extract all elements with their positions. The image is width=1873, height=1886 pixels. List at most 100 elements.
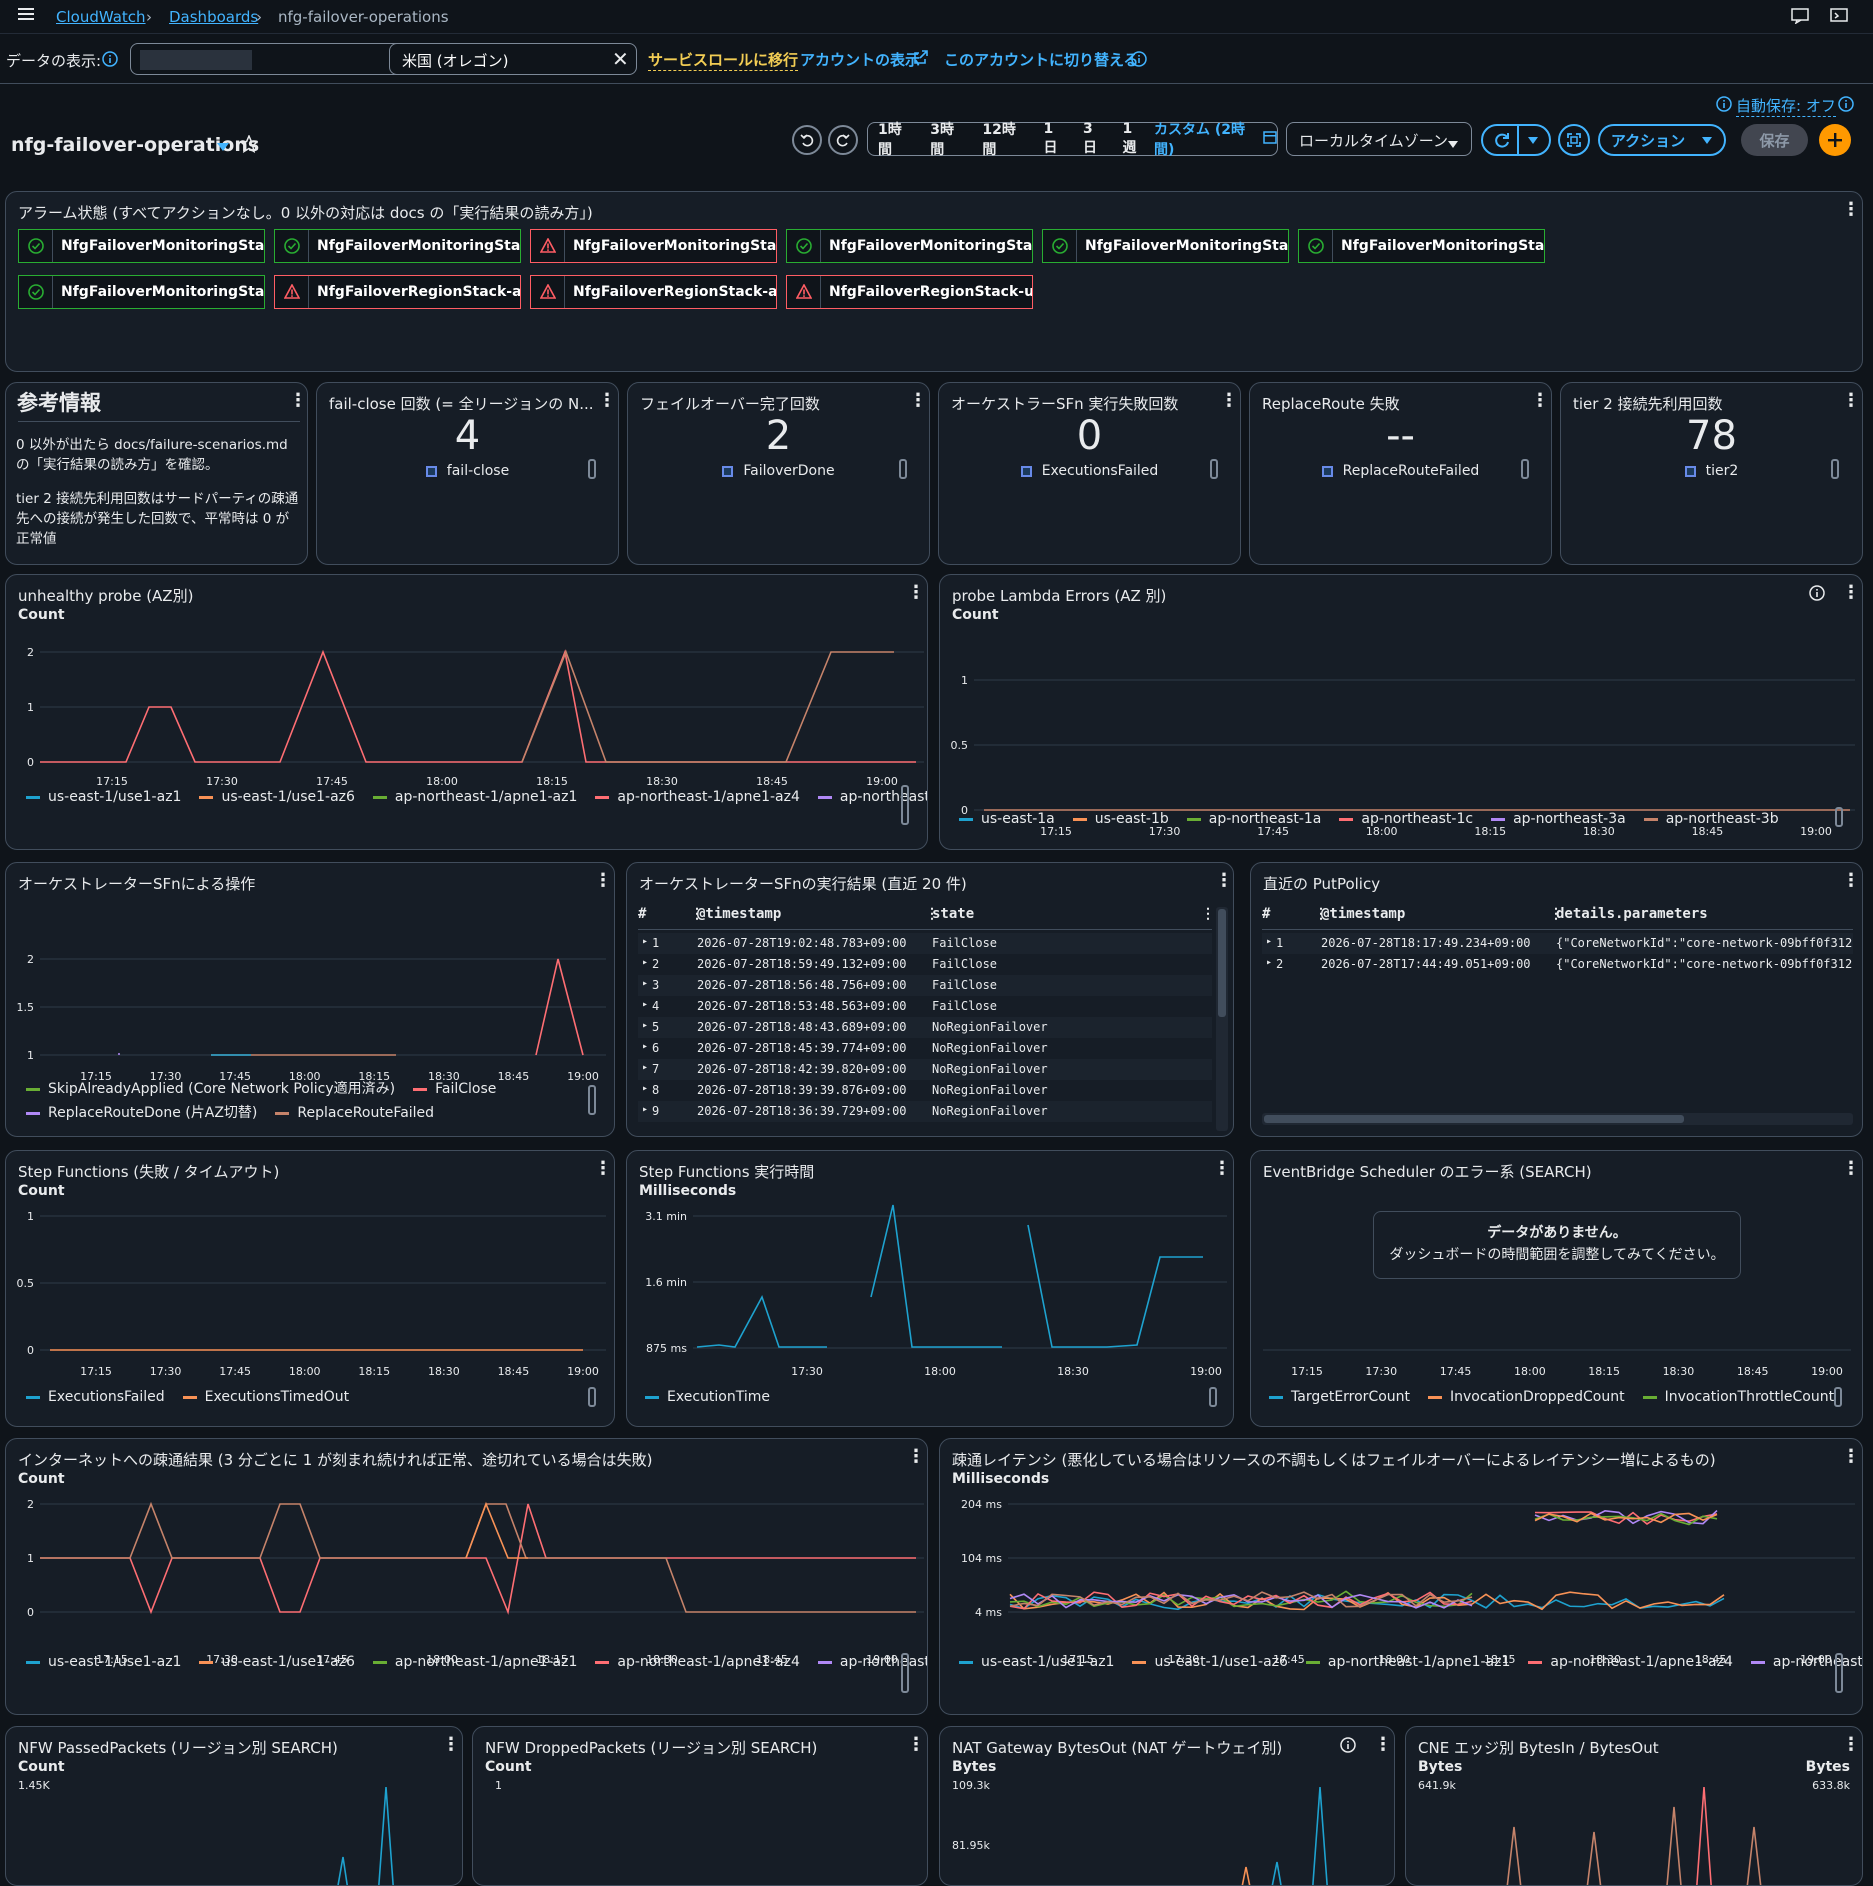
legend-item[interactable]: ReplaceRouteFailed xyxy=(1250,463,1551,479)
table-row[interactable]: ▸ 1 2026-07-28T18:17:49.234+09:00 {"CoreNet… xyxy=(1262,933,1853,954)
time-range-3h[interactable]: 3時間 xyxy=(930,122,954,158)
table-row[interactable]: ▸ 1 2026-07-28T19:02:48.783+09:00 FailClose xyxy=(638,933,1212,954)
legend-item[interactable]: FailClose xyxy=(413,1077,496,1101)
legend-item[interactable]: ap-northeast-3a xyxy=(1491,807,1626,831)
close-icon[interactable]: ✕ xyxy=(612,47,629,71)
scroll-handle[interactable] xyxy=(1835,1653,1843,1693)
vertical-scrollbar[interactable] xyxy=(1216,907,1228,1131)
console-icon[interactable] xyxy=(1830,8,1848,28)
legend-item[interactable]: ap-northeast-1/apne1-az1 xyxy=(372,1650,577,1674)
legend-item[interactable]: InvocationThrottleCount xyxy=(1642,1385,1834,1409)
expand-icon[interactable]: ▸ xyxy=(1266,936,1273,947)
more-options-icon[interactable]: ⋮ xyxy=(594,1158,612,1179)
alarm-item[interactable]: NfgFailoverRegionStack-us-east-1-H... xyxy=(786,275,1033,309)
legend-item[interactable]: ExecutionsFailed xyxy=(939,463,1240,479)
table-header-timestamp[interactable]: @timestamp xyxy=(1321,906,1406,922)
alarm-item[interactable]: NfgFailoverMonitoringStack-Confirm... xyxy=(18,229,265,263)
info-icon[interactable] xyxy=(1131,51,1147,71)
scroll-handle[interactable] xyxy=(1834,1387,1842,1407)
legend-item[interactable]: ap-northeast-3/apne3-az1 xyxy=(1750,1650,1862,1674)
alarm-item[interactable]: NfgFailoverMonitoringStack-Executio... xyxy=(274,229,521,263)
alarm-item[interactable]: NfgFailoverRegionStack-ap-northeas... xyxy=(530,275,777,309)
table-header-params[interactable]: details.parameters xyxy=(1556,906,1708,922)
breadcrumb-cloudwatch[interactable]: CloudWatch xyxy=(56,8,146,26)
more-options-icon[interactable]: ⋮ xyxy=(442,1734,460,1755)
legend-item[interactable]: ap-northeast-3/apne3-az1 xyxy=(817,785,927,809)
calendar-icon[interactable] xyxy=(1263,130,1277,148)
legend-item[interactable]: ap-northeast-1c xyxy=(1339,807,1473,831)
alarm-item[interactable]: NfgFailoverRegionStack-ap-northeas... xyxy=(274,275,521,309)
view-account-link[interactable]: アカウントの表示 xyxy=(800,51,921,69)
more-options-icon[interactable]: ⋮ xyxy=(1531,390,1549,411)
scroll-handle[interactable] xyxy=(1521,459,1529,479)
info-icon[interactable] xyxy=(1716,96,1732,116)
more-options-icon[interactable]: ⋮ xyxy=(1374,1734,1392,1755)
scroll-handle[interactable] xyxy=(901,1653,909,1693)
caret-down-icon[interactable] xyxy=(1527,136,1539,145)
table-row[interactable]: ▸ 7 2026-07-28T18:42:39.820+09:00 NoRegionF… xyxy=(638,1059,1212,1080)
table-row[interactable]: ▸ 9 2026-07-28T18:36:39.729+09:00 NoRegionF… xyxy=(638,1101,1212,1122)
alarm-item[interactable]: NfgFailoverMonitoringStack-Replace... xyxy=(1298,229,1545,263)
more-options-icon[interactable]: ⋮ xyxy=(1842,1158,1860,1179)
legend-item[interactable]: ap-northeast-1/apne1-az4 xyxy=(595,785,800,809)
legend-item[interactable]: ap-northeast-3b xyxy=(1643,807,1779,831)
more-options-icon[interactable]: ⋮ xyxy=(907,1734,925,1755)
more-options-icon[interactable]: ⋮ xyxy=(909,390,927,411)
more-options-icon[interactable]: ⋮ xyxy=(907,1446,925,1467)
scroll-handle[interactable] xyxy=(588,1387,596,1407)
alarm-item[interactable]: NfgFailoverMonitoringStack-PutPolic... xyxy=(1042,229,1289,263)
expand-icon[interactable]: ▸ xyxy=(642,957,649,968)
menu-icon[interactable] xyxy=(18,7,34,21)
legend-item[interactable]: us-east-1a xyxy=(959,807,1055,831)
more-options-icon[interactable]: ⋮ xyxy=(1213,1158,1231,1179)
legend-item[interactable]: us-east-1/use1-az1 xyxy=(26,1650,181,1674)
scroll-handle[interactable] xyxy=(588,1085,596,1115)
more-options-icon[interactable]: ⋮ xyxy=(598,390,616,411)
column-resizer-icon[interactable]: ⋮ xyxy=(925,906,939,922)
expand-icon[interactable]: ▸ xyxy=(642,1104,649,1115)
more-options-icon[interactable]: ⋮ xyxy=(1842,199,1860,220)
legend-item[interactable]: ap-northeast-1/apne1-az4 xyxy=(1528,1650,1733,1674)
legend-item[interactable]: us-east-1/use1-az6 xyxy=(199,785,355,809)
legend-item[interactable]: ExecutionsFailed xyxy=(26,1385,165,1409)
table-row[interactable]: ▸ 3 2026-07-28T18:56:48.756+09:00 FailClose xyxy=(638,975,1212,996)
actions-button[interactable]: アクション xyxy=(1598,124,1726,156)
table-row[interactable]: ▸ 2 2026-07-28T17:44:49.051+09:00 {"CoreNet… xyxy=(1262,954,1853,975)
alarm-item[interactable]: NfgFailoverMonitoringStack-ProbeIn... xyxy=(786,229,1033,263)
legend-item[interactable]: ap-northeast-3/apne3-az1 xyxy=(817,1650,927,1674)
expand-icon[interactable]: ▸ xyxy=(642,978,649,989)
scroll-handle[interactable] xyxy=(588,459,596,479)
scroll-handle[interactable] xyxy=(899,459,907,479)
more-options-icon[interactable]: ⋮ xyxy=(594,870,612,891)
table-row[interactable]: ▸ 6 2026-07-28T18:45:39.774+09:00 NoRegionF… xyxy=(638,1038,1212,1059)
fullscreen-button[interactable] xyxy=(1558,124,1590,156)
add-widget-button[interactable] xyxy=(1819,124,1851,156)
legend-item[interactable]: InvocationDroppedCount xyxy=(1428,1385,1625,1409)
expand-icon[interactable]: ▸ xyxy=(642,1083,649,1094)
more-options-icon[interactable]: ⋮ xyxy=(1842,1734,1860,1755)
column-resizer-icon[interactable]: ⋮ xyxy=(1314,906,1328,922)
table-header-state[interactable]: state xyxy=(932,906,975,922)
scroll-handle[interactable] xyxy=(1835,807,1843,827)
legend-item[interactable]: FailoverDone (フェイルオーバー完了済み) xyxy=(26,1075,322,1081)
legend-item[interactable]: fail-close xyxy=(317,463,618,479)
legend-item[interactable]: tier2 xyxy=(1561,463,1862,479)
time-range-custom[interactable]: カスタム (2時間) xyxy=(1153,122,1245,158)
time-range-3d[interactable]: 3日 xyxy=(1082,121,1097,156)
expand-icon[interactable]: ▸ xyxy=(642,1062,649,1073)
more-options-icon[interactable]: ⋮ xyxy=(1842,870,1860,891)
service-role-link[interactable]: サービスロールに移行 xyxy=(648,51,799,71)
legend-item[interactable]: us-east-1b xyxy=(1072,807,1169,831)
time-range-1d[interactable]: 1日 xyxy=(1043,121,1058,156)
legend-item[interactable]: ReplaceRouteDone (片AZ切替) xyxy=(26,1101,257,1125)
region-selector[interactable]: 米国 (オレゴン) xyxy=(389,43,637,75)
more-options-icon[interactable]: ⋮ xyxy=(907,582,925,603)
more-options-icon[interactable]: ⋮ xyxy=(1215,870,1233,891)
column-resizer-icon[interactable]: ⋮ xyxy=(1201,906,1215,922)
refresh-button[interactable] xyxy=(1481,124,1551,156)
more-options-icon[interactable]: ⋮ xyxy=(1220,390,1238,411)
legend-item[interactable]: ap-northeast-1/apne1-az1 xyxy=(372,785,577,809)
info-icon[interactable] xyxy=(1340,1737,1356,1757)
undo-button[interactable] xyxy=(792,125,822,155)
more-options-icon[interactable]: ⋮ xyxy=(1842,1446,1860,1467)
